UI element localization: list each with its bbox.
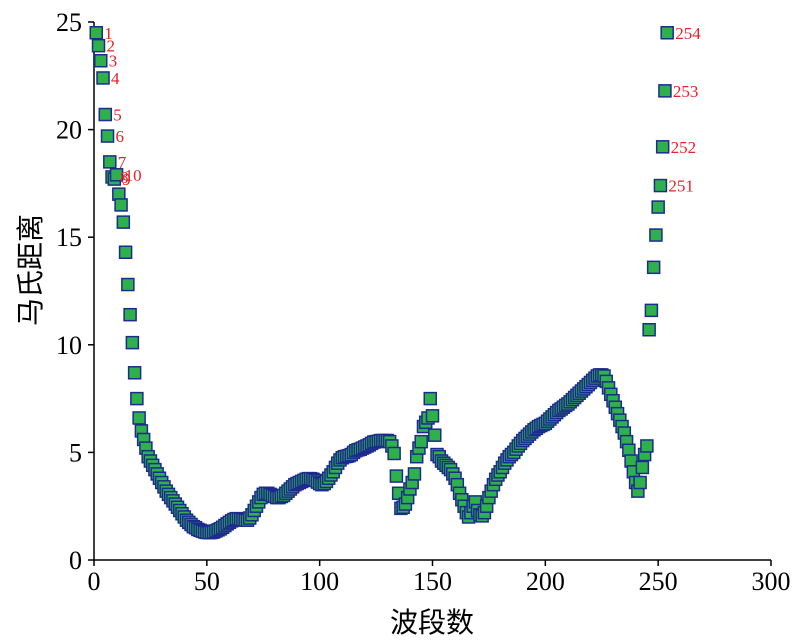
data-point (103, 155, 117, 169)
point-label: 5 (113, 106, 122, 125)
data-point (642, 322, 656, 337)
y-tick-label: 25 (56, 8, 82, 37)
point-label: 4 (111, 69, 120, 88)
y-axis-title: 马氏距离 (14, 214, 47, 326)
point-label: 2 (107, 37, 116, 56)
data-point (635, 460, 650, 475)
data-point (649, 228, 663, 242)
data-point (425, 409, 440, 423)
point-label: 6 (116, 127, 125, 146)
data-point (644, 303, 659, 318)
point-label: 252 (671, 138, 697, 157)
data-point (118, 245, 133, 260)
data-point (91, 38, 106, 53)
data-point (96, 71, 110, 85)
data-point (640, 439, 654, 453)
data-point (655, 140, 670, 154)
data-point (646, 260, 661, 275)
data-point (428, 428, 442, 442)
data-point (407, 467, 422, 481)
point-label: 9 (122, 170, 131, 189)
x-tick-label: 300 (752, 567, 791, 596)
point-label: 8 (120, 168, 129, 187)
x-tick-label: 0 (88, 567, 101, 596)
data-point (651, 200, 665, 214)
y-tick-label: 10 (56, 331, 82, 360)
x-axis-title: 波段数 (390, 606, 474, 639)
y-tick-label: 0 (69, 546, 82, 575)
data-point (660, 26, 674, 40)
data-point (123, 307, 137, 322)
point-label: 1 (104, 24, 113, 43)
data-point (116, 215, 131, 229)
data-point (633, 475, 647, 490)
data-point (389, 469, 404, 483)
y-tick-label: 5 (69, 438, 82, 467)
point-label: 251 (668, 177, 694, 196)
point-label: 10 (125, 166, 142, 185)
data-point (89, 26, 104, 40)
x-tick-label: 150 (413, 567, 452, 596)
y-tick-label: 15 (56, 223, 82, 252)
data-point (127, 366, 142, 380)
point-label: 3 (109, 52, 118, 71)
data-point (109, 168, 124, 182)
data-point (125, 335, 140, 350)
x-tick-label: 250 (639, 567, 678, 596)
data-point (98, 107, 113, 122)
data-point (423, 391, 437, 406)
point-label: 254 (675, 24, 701, 43)
data-point (414, 434, 428, 449)
x-tick-label: 50 (194, 567, 220, 596)
x-tick-label: 100 (300, 567, 339, 596)
data-point (100, 129, 115, 143)
point-label: 253 (673, 82, 699, 101)
data-point (387, 446, 401, 461)
data-point (132, 411, 146, 425)
y-tick-label: 20 (56, 116, 82, 145)
data-point (653, 178, 668, 193)
x-tick-label: 200 (526, 567, 565, 596)
data-point (121, 277, 135, 292)
data-point (658, 84, 672, 98)
data-point (130, 391, 144, 406)
data-point (114, 198, 128, 212)
data-points (89, 26, 674, 540)
data-point (94, 53, 108, 68)
point-label: 7 (118, 153, 127, 172)
